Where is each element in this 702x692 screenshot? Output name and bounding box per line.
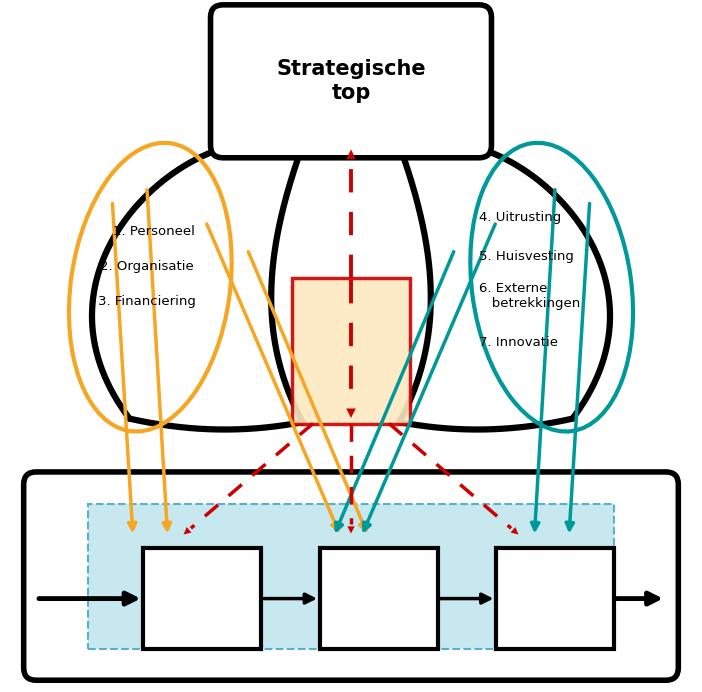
FancyBboxPatch shape [143,548,261,649]
FancyBboxPatch shape [320,548,437,649]
FancyBboxPatch shape [24,472,678,680]
FancyBboxPatch shape [211,5,491,158]
FancyBboxPatch shape [88,504,614,649]
Text: 4. Uitrusting: 4. Uitrusting [479,212,562,224]
Text: 1. Personeel: 1. Personeel [113,226,194,238]
FancyBboxPatch shape [496,548,614,649]
Text: Strategische
top: Strategische top [276,59,426,103]
FancyBboxPatch shape [292,278,410,424]
Text: 7. Innovatie: 7. Innovatie [479,336,558,349]
Text: 6. Externe
   betrekkingen: 6. Externe betrekkingen [479,282,581,310]
Text: 3. Financiering: 3. Financiering [98,295,196,307]
Text: 2. Organisatie: 2. Organisatie [100,260,194,273]
Text: 5. Huisvesting: 5. Huisvesting [479,250,574,262]
